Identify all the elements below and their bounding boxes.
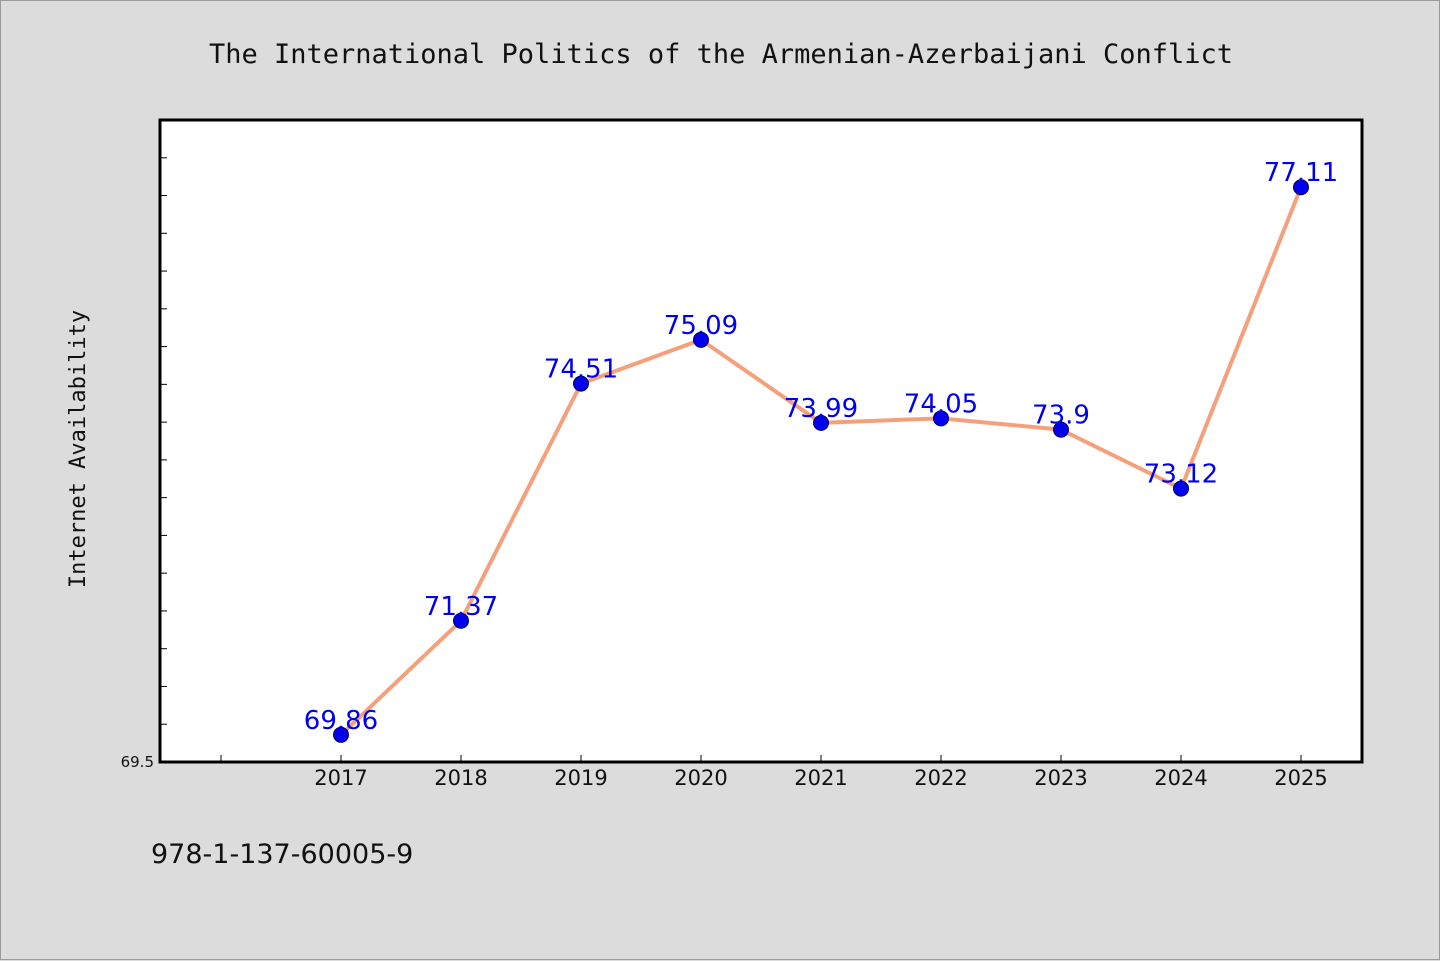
data-label: 74.05	[904, 389, 978, 419]
data-label: 77.11	[1264, 158, 1338, 188]
data-markers	[333, 179, 1309, 743]
x-tick-label: 2017	[314, 766, 367, 790]
x-tick-label: 2022	[914, 766, 967, 790]
data-label: 74.51	[544, 355, 618, 385]
chart-title: The International Politics of the Armeni…	[209, 39, 1233, 70]
y-axis-label: Internet Availability	[66, 310, 91, 588]
data-point	[933, 410, 949, 427]
data-label: 73.12	[1144, 460, 1218, 490]
x-tick-label: 2020	[674, 766, 727, 790]
y-tick-label: 69.5	[121, 753, 154, 771]
data-label: 71.37	[424, 592, 498, 622]
x-tick-label: 2021	[794, 766, 847, 790]
data-label: 69.86	[304, 706, 378, 736]
x-tick-label: 2019	[554, 766, 607, 790]
data-point	[333, 726, 349, 743]
x-tick-label: 2023	[1034, 766, 1087, 790]
plot-area	[160, 120, 1362, 762]
data-point	[573, 375, 589, 392]
x-tick-label: 2025	[1274, 766, 1327, 790]
data-point	[1173, 480, 1189, 497]
x-tick-label: 2024	[1154, 766, 1207, 790]
data-labels: 69.86 71.37 74.51 75.09 73.99 74.05 73.9 73.12 7…	[304, 158, 1338, 736]
data-point	[453, 612, 469, 629]
data-label: 73.99	[784, 394, 858, 424]
isbn-text: 978-1-137-60005-9	[151, 839, 413, 870]
x-axis-ticks: 2017 2018 2019 2020 2021 2022 2023 2024 2025	[220, 755, 1328, 790]
x-tick-label: 2018	[434, 766, 487, 790]
data-point	[1293, 179, 1309, 196]
data-point	[693, 331, 709, 348]
data-label: 73.9	[1032, 401, 1090, 431]
data-point	[813, 414, 829, 431]
data-label: 75.09	[664, 311, 738, 341]
data-point	[1053, 421, 1069, 438]
plot-border	[158, 118, 1364, 764]
